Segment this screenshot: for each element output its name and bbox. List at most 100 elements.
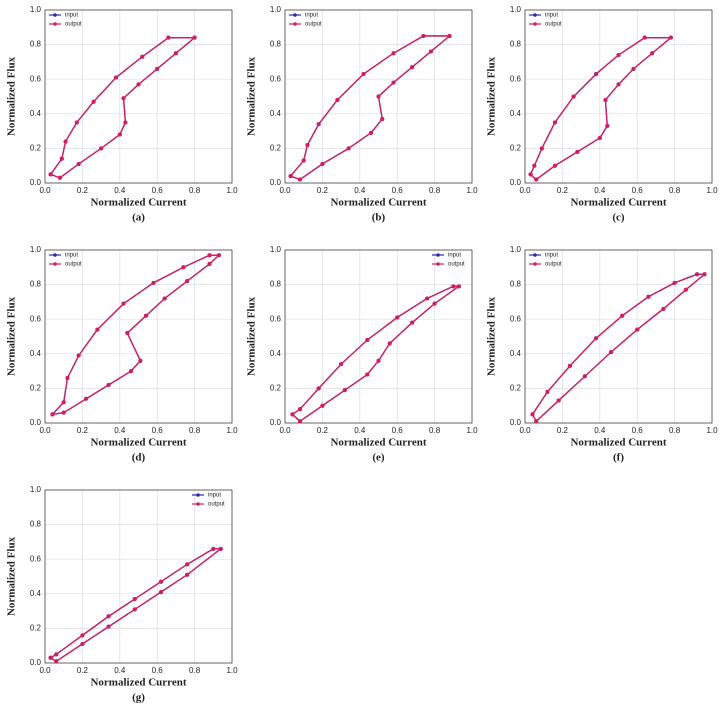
data-point	[54, 659, 59, 664]
y-tick-label: 0.6	[30, 314, 42, 323]
data-point	[117, 132, 122, 137]
data-point	[95, 327, 100, 332]
data-point	[410, 65, 415, 70]
data-point	[99, 146, 104, 151]
x-tick-label: 0.6	[632, 186, 644, 195]
data-point	[185, 562, 190, 567]
data-point	[297, 177, 302, 182]
series-line	[530, 37, 673, 181]
data-point	[447, 33, 452, 38]
data-point	[106, 624, 111, 629]
y-tick-label: 0.8	[510, 280, 522, 289]
y-tick-label: 0.0	[510, 418, 522, 427]
data-point	[80, 641, 85, 646]
data-point	[597, 136, 602, 141]
data-point	[530, 412, 535, 417]
y-tick-label: 0.2	[30, 384, 42, 393]
data-point	[650, 51, 655, 56]
data-point	[335, 97, 340, 102]
data-point	[61, 400, 66, 405]
x-axis-label: Normalized Current	[330, 197, 426, 209]
data-point	[410, 320, 415, 325]
x-tick-label: 1.0	[466, 186, 478, 195]
data-point	[320, 161, 325, 166]
y-tick-label: 0.2	[510, 384, 522, 393]
y-axis-label: Normalized Flux	[6, 56, 18, 136]
y-axis-label: Normalized Flux	[486, 296, 498, 376]
data-point	[369, 130, 374, 135]
y-tick-label: 0.8	[270, 280, 282, 289]
data-point	[451, 284, 456, 289]
x-axis-label: Normalized Current	[90, 677, 186, 689]
data-point	[114, 75, 119, 80]
data-point	[552, 163, 557, 168]
x-tick-label: 0.4	[114, 426, 126, 435]
data-point	[132, 607, 137, 612]
data-point	[76, 161, 81, 166]
data-point	[129, 369, 134, 374]
y-tick-label: 1.0	[30, 245, 42, 254]
data-point	[121, 96, 126, 101]
data-point	[207, 261, 212, 266]
x-tick-label: 1.0	[226, 426, 238, 435]
data-point	[65, 376, 70, 381]
subplot: 0.0 0.2 0.4 0.6 0.8 1.0 0.0 0.2 0.4 0.6 0.8 1.0 Norm…	[6, 5, 239, 223]
data-point	[48, 172, 53, 177]
data-point	[48, 655, 53, 660]
data-point	[216, 253, 221, 258]
subplot: 0.0 0.2 0.4 0.6 0.8 1.0 0.0 0.2 0.4 0.6 0.8 1.0 Norm…	[246, 245, 479, 463]
legend-marker	[53, 22, 57, 26]
x-tick-label: 0.2	[77, 426, 89, 435]
data-point	[91, 99, 96, 104]
data-point	[534, 177, 539, 182]
y-tick-label: 0.4	[510, 349, 522, 358]
data-point	[646, 294, 651, 299]
y-tick-label: 0.8	[30, 520, 42, 529]
y-tick-label: 0.0	[270, 178, 282, 187]
x-tick-label: 1.0	[226, 666, 238, 675]
series-line	[52, 254, 221, 415]
x-tick-label: 0.2	[77, 186, 89, 195]
data-point	[63, 139, 68, 144]
legend-marker	[533, 262, 537, 266]
y-tick-label: 0.6	[510, 314, 522, 323]
x-tick-label: 0.4	[114, 186, 126, 195]
legend-marker	[196, 502, 200, 506]
x-tick-label: 0.8	[429, 186, 441, 195]
data-point	[425, 296, 430, 301]
data-point	[288, 174, 293, 179]
x-tick-label: 0.2	[557, 186, 569, 195]
y-tick-label: 0.2	[270, 384, 282, 393]
x-tick-label: 0.4	[594, 186, 606, 195]
y-axis-label: Normalized Flux	[246, 296, 258, 376]
data-point	[603, 97, 608, 102]
x-axis-label: Normalized Current	[90, 197, 186, 209]
data-point	[552, 120, 557, 125]
x-tick-label: 0.6	[392, 426, 404, 435]
x-tick-label: 0.0	[519, 426, 531, 435]
data-point	[138, 358, 143, 363]
series-line	[530, 37, 673, 181]
data-point	[661, 306, 666, 311]
x-tick-label: 0.6	[152, 426, 164, 435]
plot-frame	[524, 9, 713, 184]
data-point	[683, 287, 688, 292]
data-point	[143, 313, 148, 318]
data-point	[297, 419, 302, 424]
y-tick-label: 1.0	[270, 5, 282, 14]
legend-label: output	[65, 262, 82, 268]
legend-marker	[533, 13, 537, 17]
y-tick-label: 0.6	[30, 74, 42, 83]
subplot: 0.0 0.2 0.4 0.6 0.8 1.0 0.0 0.2 0.4 0.6 0.8 1.0 Norm…	[486, 245, 719, 463]
legend-label: output	[305, 22, 322, 28]
data-point	[207, 253, 212, 258]
y-tick-label: 0.6	[270, 74, 282, 83]
x-tick-label: 0.6	[152, 666, 164, 675]
data-point	[136, 82, 141, 87]
series-line	[52, 254, 221, 415]
x-tick-label: 0.0	[279, 426, 291, 435]
data-point	[316, 386, 321, 391]
y-tick-label: 0.0	[30, 178, 42, 187]
x-axis-label: Normalized Current	[570, 197, 666, 209]
